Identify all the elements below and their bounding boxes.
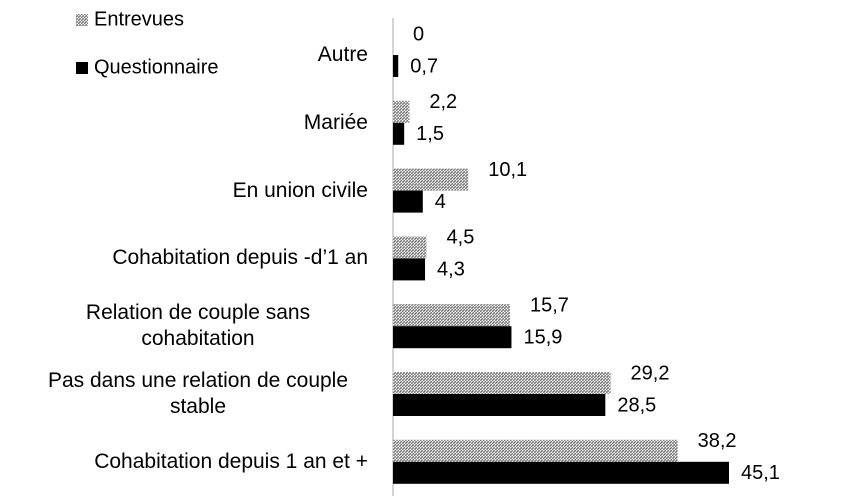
value-label: 4,3 [437, 259, 465, 281]
legend-label: Questionnaire [94, 56, 219, 78]
value-label: 38,2 [698, 430, 737, 452]
category-label: Pas dans une relation de couple stable [8, 368, 368, 420]
bar [393, 304, 510, 327]
category-text: Pas dans une relation de couple stable [47, 369, 349, 418]
value-label: 4 [435, 191, 446, 213]
bar [393, 461, 729, 484]
category-label: Relation de couple sans cohabitation [8, 300, 368, 352]
bar [393, 100, 410, 123]
bar [393, 236, 427, 259]
bar [393, 190, 423, 213]
legend-swatch [76, 62, 88, 74]
category-text: Mariée [303, 110, 368, 134]
category-label: Cohabitation depuis 1 an et + [8, 449, 368, 475]
value-label: 45,1 [741, 462, 780, 484]
category-text: Cohabitation depuis -d’1 an [112, 246, 368, 270]
bar [393, 394, 606, 416]
value-label: 15,9 [523, 326, 562, 348]
value-label: 15,7 [530, 294, 569, 316]
category-text: En union civile [232, 178, 368, 202]
bar [393, 258, 426, 281]
category-label: En union civile [8, 178, 368, 204]
category-label: Cohabitation depuis -d’1 an [8, 245, 368, 271]
value-label: 10,1 [488, 159, 527, 181]
category-text: Relation de couple sans cohabitation [85, 301, 311, 351]
value-label: 0,7 [410, 55, 438, 77]
bar [393, 439, 678, 462]
bar [393, 372, 611, 394]
value-label: 29,2 [631, 362, 670, 384]
bar [393, 122, 405, 145]
category-text: Autre [317, 43, 368, 66]
category-label: Autre [8, 42, 368, 68]
value-label: 28,5 [617, 394, 656, 416]
bar [393, 326, 512, 349]
value-label: 1,5 [416, 123, 444, 145]
category-text: Cohabitation depuis 1 an et + [94, 449, 368, 473]
value-label: 0 [413, 23, 424, 45]
bar [393, 55, 399, 77]
value-label: 4,5 [447, 227, 475, 249]
value-label: 2,2 [429, 91, 457, 113]
category-label: Mariée [8, 110, 368, 136]
legend-label: Entrevues [94, 8, 184, 30]
bar [393, 168, 469, 191]
legend-swatch [76, 14, 88, 26]
